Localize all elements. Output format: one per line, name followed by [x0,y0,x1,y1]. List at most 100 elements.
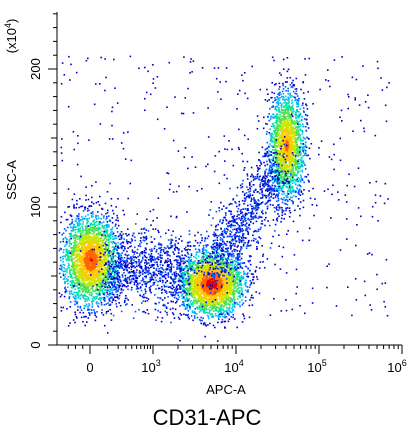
event-dot [224,283,226,286]
event-dot [254,270,257,273]
event-dot [245,285,247,287]
event-dot [231,290,233,293]
event-dot [68,255,70,258]
event-dot [104,260,106,262]
event-dot [207,302,209,304]
event-dot [212,310,215,312]
event-dot [110,287,113,290]
event-dot [236,326,238,329]
event-dot [221,253,223,255]
event-dot [203,287,206,289]
event-dot [106,332,109,334]
event-dot [225,289,227,291]
event-dot [96,276,98,278]
event-dot [173,271,176,274]
event-dot [84,218,86,220]
event-dot [201,259,204,261]
event-dot [207,279,209,282]
event-dot [70,234,72,236]
event-dot [258,292,261,295]
event-dot [86,278,89,280]
event-dot [156,316,159,319]
event-dot [187,313,189,316]
event-dot [211,247,213,250]
event-dot [78,260,81,262]
event-dot [94,266,97,269]
event-dot [184,260,186,263]
event-dot [66,243,68,245]
event-dot [244,289,247,292]
event-dot [87,277,90,280]
event-dot [225,287,228,290]
event-dot [192,267,195,269]
event-dot [213,278,216,280]
event-dot [210,266,213,269]
event-dot [218,307,221,309]
event-dot [70,275,72,277]
event-dot [100,247,102,250]
event-dot [196,242,199,244]
event-dot [97,258,99,260]
event-dot [230,269,232,272]
event-dot [215,314,217,317]
event-dot [103,243,105,245]
event-dot [102,227,105,230]
event-dot [227,271,230,273]
event-dot [75,315,78,318]
event-dot [79,230,82,232]
event-dot [124,263,127,266]
event-dot [84,271,86,274]
event-dot [230,280,233,282]
event-dot [207,297,210,300]
event-dot [91,245,94,248]
event-dot [85,247,87,250]
event-dot [78,245,80,248]
event-dot [182,281,185,284]
event-dot [233,287,236,290]
event-dot [167,272,170,274]
event-dot [202,323,205,326]
event-dot [69,256,72,258]
event-dot [75,218,77,220]
event-dot [194,282,197,284]
event-dot [87,229,89,232]
event-dot [64,236,67,239]
event-dot [76,265,79,267]
event-dot [86,219,89,222]
event-dot [97,265,100,267]
event-dot [194,288,196,291]
event-dot [179,312,182,315]
event-dot [182,288,185,290]
event-dot [89,312,91,314]
event-dot [228,314,230,316]
event-dot [203,297,206,300]
event-dot [67,262,70,265]
event-dot [93,254,95,256]
event-dot [101,280,104,282]
event-dot [105,268,107,270]
event-dot [190,292,192,295]
event-dot [191,294,193,297]
event-dot [76,215,78,217]
event-dot [182,301,185,304]
event-dot [103,262,105,264]
event-dot [201,263,204,265]
event-dot [104,237,107,239]
event-dot [110,293,113,295]
event-dot [202,247,205,249]
event-dot [93,275,95,277]
event-dot [65,229,67,232]
event-dot [192,319,194,322]
event-dot [69,223,71,226]
event-dot [122,241,124,243]
event-dot [183,275,186,277]
event-dot [84,264,86,267]
event-dot [196,263,199,265]
event-dot [124,253,127,256]
event-dot [240,283,243,286]
event-dot [84,284,86,287]
event-dot [77,258,79,261]
event-dot [93,265,96,267]
event-dot [88,254,90,256]
event-dot [98,302,100,305]
